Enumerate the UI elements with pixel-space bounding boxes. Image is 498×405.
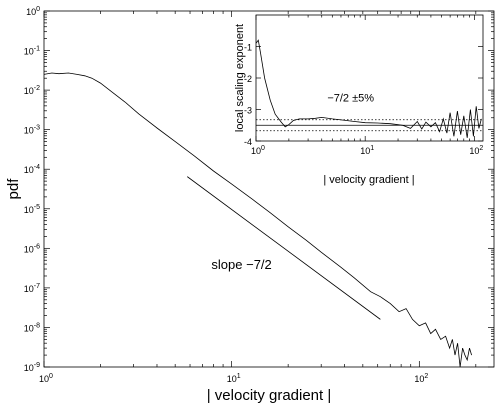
pdf-curve [43, 72, 472, 368]
inset-x-tick-label: 102 [469, 145, 483, 156]
main-y-tick-label: 10-2 [24, 85, 40, 96]
inset-y-tick-label: -4 [244, 137, 252, 147]
main-y-tick-label: 10-5 [24, 204, 40, 215]
tolerance-annotation: −7/2 ±5% [327, 93, 374, 105]
main-x-tick-label: 102 [414, 373, 428, 384]
main-y-tick-label: 10-8 [24, 322, 40, 333]
main-plot-frame [43, 10, 495, 368]
main-y-tick-label: 10-3 [24, 125, 40, 136]
main-y-tick-label: 100 [26, 6, 40, 17]
main-y-tick-label: 10-7 [24, 283, 40, 294]
inset-axis-ticks [255, 15, 483, 142]
main-tick-labels: 100 101 102 100 10-1 10-2 10-3 10-4 10-5 10-6 10-7… [24, 6, 429, 384]
main-y-tick-label: 10-9 [24, 362, 40, 373]
inset-xlabel: | velocity gradient | [323, 174, 414, 186]
main-y-tick-label: 10-1 [24, 46, 40, 57]
inset-y-tick-label: -1 [244, 43, 252, 53]
slope-reference-line [187, 176, 381, 320]
slope-annotation: slope −7/2 [211, 257, 271, 272]
main-xlabel: | velocity gradient | [207, 387, 332, 404]
main-ylabel: pdf [5, 178, 22, 200]
inset-x-tick-label: 101 [360, 145, 374, 156]
inset-y-tick-label: -2 [244, 74, 252, 84]
inset-ylabel: local scaling exponent [234, 24, 246, 132]
inset-x-tick-label: 100 [251, 145, 265, 156]
main-y-tick-label: 10-4 [24, 164, 40, 175]
main-axis-ticks [43, 10, 494, 368]
main-y-tick-label: 10-6 [24, 243, 40, 254]
main-x-tick-label: 101 [227, 373, 241, 384]
scaling-exponent-curve [255, 39, 482, 138]
inset-y-tick-label: -3 [244, 106, 252, 116]
main-x-tick-label: 100 [39, 373, 53, 384]
main-plot: 100 101 102 100 10-1 10-2 10-3 10-4 10-5 10-6 10-7… [5, 6, 495, 404]
